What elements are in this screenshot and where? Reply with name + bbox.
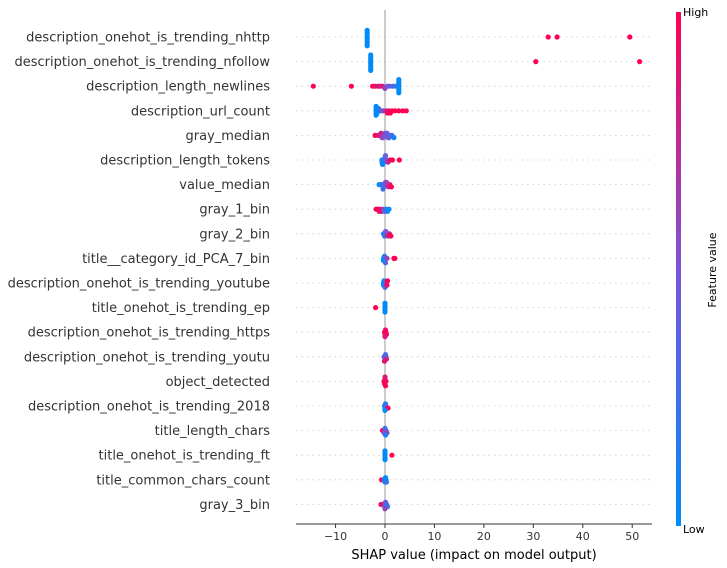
shap-point [545,34,551,40]
shap-point [382,506,388,512]
shap-point [382,260,389,266]
shap-point [382,374,388,380]
shap-point [379,161,386,167]
feature-label: title_common_chars_count [96,473,270,488]
shap-point [380,135,386,141]
feature-label: description_onehot_is_trending_2018 [28,400,270,415]
feature-label: gray_median [186,129,271,144]
shap-point [382,457,388,463]
x-tick-label: 0 [382,530,389,543]
shap-point [382,352,389,358]
shap-point [382,309,388,315]
colorbar-low-label: Low [683,523,705,536]
feature-label: description_length_tokens [100,154,270,169]
feature-label: description_url_count [131,104,270,119]
shap-point [388,233,394,239]
shap-point [384,255,390,261]
feature-labels: description_onehot_is_trending_nhttpdesc… [8,31,271,513]
row-guide-lines [296,36,652,505]
shap-point [533,59,539,65]
shap-point [382,300,388,306]
shap-point [368,52,374,58]
feature-label: description_onehot_is_trending_https [28,326,271,341]
feature-label: description_length_newlines [86,80,270,95]
shap-point [396,90,402,96]
shap-point [373,305,379,311]
feature-label: title_length_chars [155,424,271,439]
x-tick-label: 30 [526,530,540,543]
feature-label: description_onehot_is_trending_nhttp [26,31,270,46]
shap-point [382,432,389,438]
shap-point [364,27,370,33]
shap-point [386,206,392,212]
shap-point [368,67,374,73]
feature-label: gray_3_bin [199,498,270,513]
feature-label: object_detected [166,375,270,390]
feature-label: description_onehot_is_trending_nfollow [15,55,271,70]
shap-point [389,157,395,163]
feature-label: title_onehot_is_trending_ft [99,449,270,464]
shap-point [381,358,388,364]
shap-point [382,448,388,454]
x-axis-title: SHAP value (impact on model output) [351,548,596,563]
shap-point [396,108,402,114]
feature-label: description_onehot_is_trending_youtube [8,277,270,292]
shap-point [374,110,380,116]
shap-point [384,278,391,284]
shap-point [383,378,389,384]
shap-point [382,475,389,481]
shap-point [310,83,316,89]
shap-point [627,34,633,40]
shap-point [382,407,388,413]
shap-point [384,130,390,136]
shap-point [389,452,395,458]
shap-point [386,135,392,141]
shap-point [378,130,384,136]
shap-point [391,135,397,141]
shap-point [396,77,402,83]
shap-point [382,334,388,340]
shap-point [382,383,389,389]
colorbar-gradient [676,12,681,526]
feature-label: value_median [179,178,270,193]
shap-point [380,186,386,192]
shap-point [637,59,643,65]
shap-points [310,27,643,512]
x-axis-ticks: −10 0 10 20 30 40 50 [324,524,639,543]
shap-point [382,153,389,159]
shap-point [403,108,409,114]
shap-point [383,229,389,235]
colorbar: High Low Feature value [676,6,719,536]
shap-point [383,479,390,485]
x-tick-label: −10 [324,530,347,543]
shap-point [396,157,402,163]
x-tick-label: 10 [427,530,441,543]
colorbar-high-label: High [683,6,708,19]
shap-point [383,179,390,185]
shap-point [376,208,382,214]
x-tick-label: 50 [625,530,639,543]
shap-point [392,255,398,261]
feature-label: description_onehot_is_trending_youtu [24,350,270,365]
shap-point [387,110,393,116]
shap-point [388,184,394,190]
x-tick-label: 20 [477,530,491,543]
x-tick-label: 40 [576,530,590,543]
colorbar-title: Feature value [706,232,719,307]
feature-label: title__category_id_PCA_7_bin [82,252,270,267]
feature-label: gray_1_bin [199,203,270,218]
shap-point [554,34,560,40]
feature-label: gray_2_bin [199,227,270,242]
shap-point [348,83,354,89]
shap-point [392,108,398,114]
shap-point [384,282,390,288]
shap-point [364,43,370,49]
feature-label: title_onehot_is_trending_ep [92,301,270,316]
